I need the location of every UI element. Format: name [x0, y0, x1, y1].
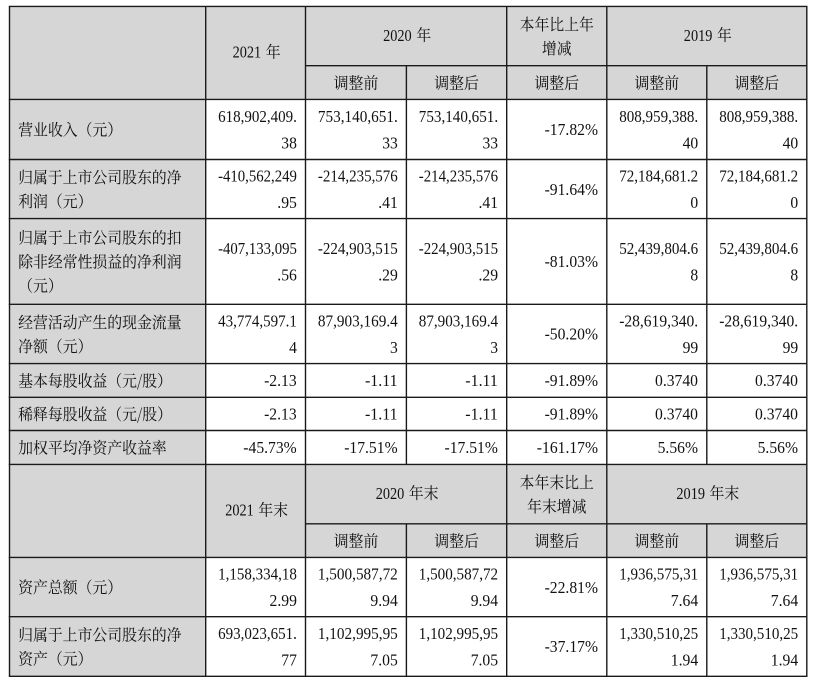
svg-text:2021: 2021: [233, 43, 262, 62]
svg-text:2020: 2020: [383, 26, 412, 45]
svg-text:7.64: 7.64: [771, 591, 799, 610]
svg-text:7.05: 7.05: [471, 650, 498, 669]
svg-text:-410,562,249: -410,562,249: [218, 167, 297, 186]
svg-text:2019: 2019: [684, 26, 713, 45]
svg-text:9.94: 9.94: [471, 591, 499, 610]
svg-text:-1.11: -1.11: [365, 405, 398, 424]
svg-text:618,902,409.: 618,902,409.: [218, 107, 297, 126]
svg-text:-91.64%: -91.64%: [545, 180, 598, 199]
svg-text:.41: .41: [479, 193, 499, 212]
svg-text:2020: 2020: [376, 484, 405, 503]
svg-text:-50.20%: -50.20%: [545, 325, 598, 344]
svg-text:1,102,995,95: 1,102,995,95: [318, 624, 398, 643]
svg-text:-214,235,576: -214,235,576: [318, 167, 398, 186]
svg-text:40: 40: [683, 133, 699, 152]
svg-text:1,330,510,25: 1,330,510,25: [619, 624, 698, 643]
svg-text:43,774,597.1: 43,774,597.1: [218, 312, 297, 331]
svg-text:3: 3: [490, 338, 498, 357]
svg-text:1,936,575,31: 1,936,575,31: [619, 565, 698, 584]
svg-text:0: 0: [690, 193, 698, 212]
svg-text:5.56%: 5.56%: [758, 438, 798, 457]
svg-text:-407,133,095: -407,133,095: [218, 239, 297, 258]
svg-text:0.3740: 0.3740: [755, 371, 798, 390]
svg-text:-1.11: -1.11: [365, 371, 398, 390]
svg-text:2019: 2019: [676, 484, 705, 503]
svg-text:1,936,575,31: 1,936,575,31: [719, 565, 798, 584]
svg-text:1,158,334,18: 1,158,334,18: [218, 565, 297, 584]
svg-text:808,959,388.: 808,959,388.: [619, 107, 698, 126]
svg-text:.95: .95: [277, 193, 297, 212]
svg-text:-224,903,515: -224,903,515: [419, 239, 498, 258]
svg-text:-17.51%: -17.51%: [445, 438, 498, 457]
svg-text:.56: .56: [277, 265, 297, 284]
svg-text:1.94: 1.94: [671, 650, 699, 669]
svg-text:-28,619,340.: -28,619,340.: [719, 312, 798, 331]
svg-text:1,500,587,72: 1,500,587,72: [419, 565, 498, 584]
svg-text:87,903,169.4: 87,903,169.4: [419, 312, 499, 331]
svg-text:-91.89%: -91.89%: [545, 371, 598, 390]
svg-text:33: 33: [483, 133, 499, 152]
svg-text:-2.13: -2.13: [264, 371, 297, 390]
svg-text:87,903,169.4: 87,903,169.4: [318, 312, 398, 331]
svg-text:0: 0: [790, 193, 798, 212]
svg-text:-22.81%: -22.81%: [545, 578, 598, 597]
svg-text:52,439,804.6: 52,439,804.6: [619, 239, 698, 258]
svg-text:2021: 2021: [225, 501, 254, 520]
svg-text:2.99: 2.99: [270, 591, 297, 610]
svg-text:99: 99: [683, 338, 699, 357]
svg-text:77: 77: [281, 650, 297, 669]
svg-text:99: 99: [783, 338, 799, 357]
svg-text:72,184,681.2: 72,184,681.2: [619, 167, 698, 186]
svg-text:-2.13: -2.13: [264, 405, 297, 424]
svg-text:-91.89%: -91.89%: [545, 405, 598, 424]
svg-text:-224,903,515: -224,903,515: [318, 239, 398, 258]
svg-text:-81.03%: -81.03%: [545, 252, 598, 271]
svg-text:9.94: 9.94: [370, 591, 398, 610]
svg-text:1,330,510,25: 1,330,510,25: [719, 624, 798, 643]
svg-text:72,184,681.2: 72,184,681.2: [719, 167, 798, 186]
svg-text:52,439,804.6: 52,439,804.6: [719, 239, 798, 258]
svg-text:38: 38: [281, 133, 297, 152]
svg-text:0.3740: 0.3740: [755, 405, 798, 424]
svg-text:0.3740: 0.3740: [655, 371, 698, 390]
svg-text:33: 33: [382, 133, 398, 152]
svg-text:1.94: 1.94: [771, 650, 799, 669]
svg-text:0.3740: 0.3740: [655, 405, 698, 424]
svg-text:753,140,651.: 753,140,651.: [318, 107, 398, 126]
svg-text:5.56%: 5.56%: [658, 438, 698, 457]
svg-text:.29: .29: [378, 265, 398, 284]
svg-text:-1.11: -1.11: [465, 405, 498, 424]
svg-text:-17.51%: -17.51%: [344, 438, 397, 457]
svg-text:7.64: 7.64: [671, 591, 699, 610]
svg-text:7.05: 7.05: [370, 650, 397, 669]
svg-text:4: 4: [289, 338, 297, 357]
svg-text:3: 3: [390, 338, 398, 357]
svg-text:8: 8: [790, 265, 798, 284]
svg-text:808,959,388.: 808,959,388.: [719, 107, 798, 126]
svg-text:.41: .41: [378, 193, 398, 212]
svg-text:-1.11: -1.11: [465, 371, 498, 390]
svg-text:40: 40: [783, 133, 799, 152]
svg-text:.29: .29: [479, 265, 499, 284]
svg-text:1,102,995,95: 1,102,995,95: [419, 624, 498, 643]
svg-text:753,140,651.: 753,140,651.: [419, 107, 498, 126]
svg-text:-214,235,576: -214,235,576: [419, 167, 498, 186]
svg-text:-45.73%: -45.73%: [243, 438, 296, 457]
svg-text:693,023,651.: 693,023,651.: [218, 624, 297, 643]
svg-text:-28,619,340.: -28,619,340.: [619, 312, 698, 331]
svg-text:-37.17%: -37.17%: [545, 637, 598, 656]
svg-text:-17.82%: -17.82%: [545, 120, 598, 139]
svg-text:1,500,587,72: 1,500,587,72: [318, 565, 398, 584]
svg-text:8: 8: [690, 265, 698, 284]
svg-text:-161.17%: -161.17%: [537, 438, 598, 457]
